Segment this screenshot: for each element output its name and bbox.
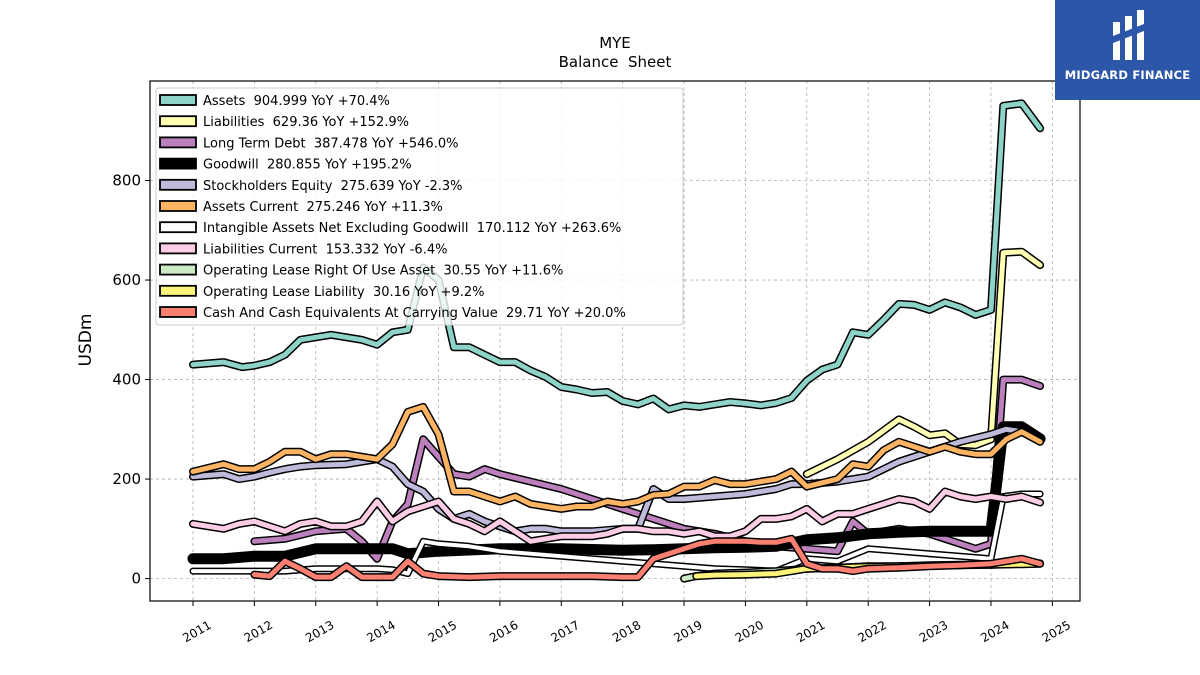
x-tick-label: 2016 (487, 618, 520, 645)
legend-swatch (159, 263, 197, 276)
chart-title: MYE (599, 34, 631, 52)
series-line-goodwill (189, 422, 1045, 563)
x-tick-label: 2017 (549, 618, 582, 645)
legend-swatch (159, 284, 197, 297)
legend-swatch (159, 136, 197, 149)
x-tick-label: 2011 (180, 618, 213, 645)
y-tick-label: 800 (112, 172, 141, 190)
brand-logo: MIDGARD FINANCE (1055, 0, 1200, 100)
x-tick-label: 2021 (794, 618, 827, 645)
x-tick-label: 2024 (978, 618, 1011, 645)
x-tick-label: 2013 (303, 618, 336, 645)
brand-name: MIDGARD FINANCE (1064, 68, 1191, 82)
x-tick-label: 2019 (671, 618, 704, 645)
x-tick-label: 2014 (364, 618, 397, 645)
legend-box (155, 87, 684, 326)
legend-entry: Goodwill 280.855 YoY +195.2% (203, 158, 412, 173)
legend-entry: Long Term Debt 387.478 YoY +546.0% (203, 136, 458, 151)
series-line-assets (190, 100, 1043, 412)
legend: Assets 904.999 YoY +70.4% Liabilities 629… (155, 87, 684, 326)
x-tick-label: 2012 (242, 618, 275, 645)
series-line-stockholders-equity (190, 426, 1043, 534)
series-line-liabilities (804, 249, 1043, 477)
series-line-assets-current (190, 404, 1043, 512)
legend-swatch (159, 157, 197, 170)
series-lines (187, 99, 1046, 583)
x-tick-label: 2025 (1040, 618, 1073, 645)
legend-swatch (159, 115, 197, 128)
y-axis-label: USDm (76, 314, 96, 367)
y-tick-label: 200 (112, 470, 141, 488)
x-tick-label: 2022 (855, 618, 888, 645)
y-tick-label: 600 (112, 271, 141, 289)
legend-entry: Liabilities 629.36 YoY +152.9% (203, 115, 409, 130)
series-line-long-term-debt (251, 377, 1043, 562)
legend-swatch (159, 306, 197, 318)
legend-entry: Assets Current 275.246 YoY +11.3% (203, 200, 443, 215)
plot-frame (149, 80, 1081, 602)
y-tick-label: 0 (131, 570, 141, 588)
legend-swatch (159, 242, 197, 255)
x-tick-label: 2020 (733, 618, 766, 645)
x-tick-label: 2015 (426, 618, 459, 645)
legend-entry: Operating Lease Right Of Use Asset 30.55… (203, 264, 563, 279)
legend-swatch (159, 178, 197, 191)
legend-entry: Intangible Assets Net Excluding Goodwill… (203, 221, 621, 236)
legend-swatch (159, 221, 197, 234)
series-line-cash-and-cash-equivalents-at-carrying-value (251, 536, 1043, 580)
chart-subtitle: Balance Sheet (559, 53, 672, 71)
legend-entry: Stockholders Equity 275.639 YoY -2.3% (203, 179, 463, 194)
legend-swatch (159, 94, 197, 106)
legend-entry: Operating Lease Liability 30.16 YoY +9.2… (203, 285, 484, 300)
x-tick-label: 2023 (917, 618, 950, 645)
brand-mark-icon (1113, 10, 1144, 60)
x-tick-label: 2018 (610, 618, 643, 645)
legend-swatch (159, 200, 197, 212)
legend-entry: Assets 904.999 YoY +70.4% (203, 94, 390, 109)
y-tick-label: 400 (112, 371, 141, 389)
legend-entry: Cash And Cash Equivalents At Carrying Va… (203, 306, 626, 321)
series-line-liabilities-current (190, 489, 1043, 544)
legend-entry: Liabilities Current 153.332 YoY -6.4% (203, 242, 447, 257)
